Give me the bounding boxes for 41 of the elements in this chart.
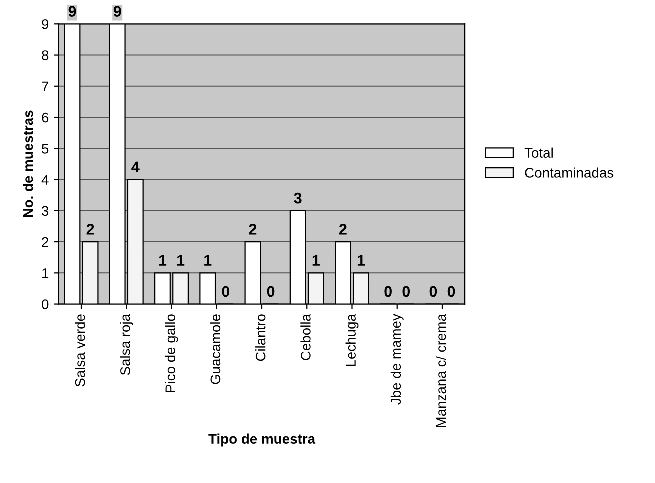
y-axis-title: No. de muestras (23, 110, 34, 218)
x-tick-label: Guacamole (210, 314, 221, 384)
x-tick-label: Jbe de mamey (390, 314, 404, 405)
y-tick-label: 1 (42, 268, 49, 278)
data-label: 9 (68, 6, 76, 17)
x-tick-label: Cilantro (256, 314, 266, 362)
data-label: 1 (312, 255, 320, 266)
y-tick-label: 9 (42, 19, 49, 30)
x-axis-title: Tipo de muestra (208, 434, 316, 447)
x-tick-label: Pico de gallo (165, 314, 178, 392)
data-label: 0 (267, 286, 275, 298)
x-tick-label: Lechuga (346, 314, 359, 366)
data-label: 3 (294, 192, 302, 204)
data-label: 0 (430, 286, 438, 298)
data-label: 0 (384, 286, 392, 298)
y-tick-label: 4 (42, 175, 49, 185)
data-label: 2 (249, 224, 257, 235)
data-label: 4 (132, 162, 140, 172)
y-tick-label: 0 (42, 300, 49, 310)
data-label: 9 (114, 6, 122, 17)
legend-label: Contaminadas (525, 168, 614, 178)
data-label: 1 (358, 255, 366, 266)
x-tick-label: Salsa verde (75, 314, 86, 387)
y-tick-label: 8 (42, 50, 49, 60)
data-label: 0 (222, 286, 230, 298)
data-label: 1 (159, 255, 167, 266)
data-label: 1 (177, 255, 185, 266)
x-tick-label: Manzana c/ crema (436, 314, 446, 428)
data-label: 2 (340, 224, 347, 235)
data-label: 2 (86, 224, 94, 235)
x-tick-label: Salsa roja (120, 314, 134, 376)
y-tick-label: 5 (42, 144, 49, 154)
y-tick-label: 6 (42, 112, 49, 123)
y-tick-label: 2 (42, 237, 49, 248)
data-label: 1 (204, 255, 212, 266)
y-tick-label: 3 (42, 206, 49, 216)
data-label: 0 (402, 286, 410, 298)
x-tick-label: Cebolla (300, 314, 311, 360)
y-tick-label: 7 (42, 82, 49, 92)
legend-label: Total (524, 148, 553, 158)
data-label: 0 (448, 286, 456, 298)
